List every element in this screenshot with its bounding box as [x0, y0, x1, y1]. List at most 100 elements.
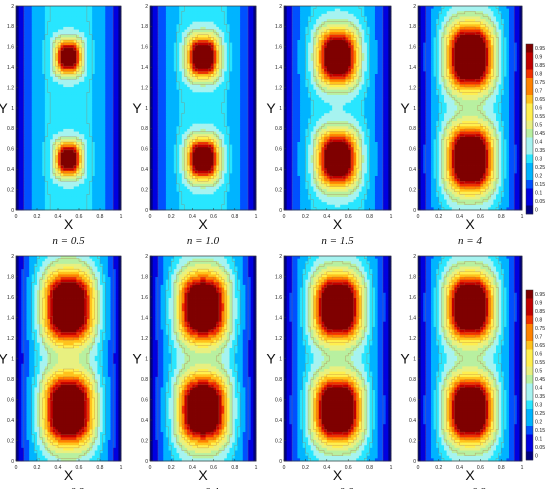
- heat-cell: [42, 14, 45, 17]
- heat-cell: [37, 40, 40, 43]
- heat-cell: [103, 176, 106, 179]
- heat-cell: [113, 50, 116, 53]
- heat-cell: [232, 66, 235, 69]
- heat-cell: [16, 50, 19, 53]
- heat-cell: [61, 58, 64, 61]
- heat-cell: [66, 116, 69, 119]
- heat-cell: [113, 132, 116, 135]
- heat-cell: [100, 79, 103, 82]
- heat-cell: [163, 66, 166, 69]
- heat-cell: [27, 16, 30, 19]
- heat-cell: [92, 186, 95, 189]
- heat-cell: [34, 176, 37, 179]
- heat-cell: [158, 22, 161, 25]
- heat-cell: [90, 192, 93, 195]
- heat-cell: [45, 137, 48, 140]
- heat-cell: [63, 137, 66, 140]
- heat-cell: [108, 82, 111, 85]
- heat-cell: [113, 108, 116, 111]
- heat-cell: [169, 71, 172, 74]
- heat-cell: [100, 92, 103, 95]
- heat-cell: [108, 126, 111, 129]
- heat-cell: [206, 48, 209, 51]
- heat-cell: [29, 116, 32, 119]
- heat-cell: [113, 192, 116, 195]
- heat-cell: [24, 150, 27, 153]
- heat-cell: [232, 71, 235, 74]
- heat-cell: [27, 113, 30, 116]
- heat-cell: [24, 61, 27, 64]
- heat-cell: [58, 150, 61, 153]
- heat-cell: [90, 100, 93, 103]
- heat-cell: [76, 132, 79, 135]
- heat-cell: [58, 181, 61, 184]
- heat-cell: [216, 40, 219, 43]
- heat-cell: [19, 82, 22, 85]
- heat-cell: [163, 74, 166, 77]
- heat-cell: [100, 105, 103, 108]
- heat-cell: [24, 173, 27, 176]
- heat-cell: [16, 142, 19, 145]
- heat-cell: [74, 184, 77, 187]
- heat-cell: [103, 155, 106, 158]
- heat-cell: [53, 124, 56, 127]
- heat-cell: [27, 61, 30, 64]
- heat-cell: [200, 24, 203, 27]
- heat-cell: [166, 9, 169, 12]
- heat-cell: [27, 14, 30, 17]
- heat-cell: [42, 111, 45, 114]
- heat-cell: [90, 27, 93, 30]
- heat-cell: [32, 158, 35, 161]
- heat-cell: [87, 77, 90, 80]
- heat-cell: [103, 43, 106, 46]
- heat-cell: [92, 194, 95, 197]
- heat-cell: [34, 71, 37, 74]
- heat-cell: [216, 30, 219, 33]
- heat-cell: [29, 160, 32, 163]
- heat-cell: [166, 64, 169, 67]
- heat-cell: [200, 45, 203, 48]
- heat-cell: [48, 150, 51, 153]
- heat-cell: [29, 77, 32, 80]
- heat-cell: [97, 11, 100, 14]
- heat-cell: [34, 186, 37, 189]
- heat-cell: [163, 50, 166, 53]
- heat-cell: [206, 11, 209, 14]
- heat-cell: [53, 194, 56, 197]
- heat-cell: [55, 14, 58, 17]
- heat-cell: [53, 184, 56, 187]
- heat-cell: [116, 105, 119, 108]
- heat-cell: [161, 30, 164, 33]
- heat-cell: [71, 6, 74, 9]
- heat-cell: [192, 9, 195, 12]
- heat-cell: [203, 58, 206, 61]
- heat-cell: [48, 87, 51, 90]
- heat-cell: [166, 43, 169, 46]
- heat-cell: [19, 137, 22, 140]
- heat-cell: [224, 37, 227, 40]
- heat-cell: [166, 53, 169, 56]
- heat-cell: [232, 69, 235, 72]
- heat-cell: [235, 24, 238, 27]
- heat-cell: [74, 121, 77, 124]
- heat-cell: [37, 64, 40, 67]
- heat-cell: [190, 77, 193, 80]
- heat-cell: [116, 71, 119, 74]
- heat-cell: [27, 35, 30, 38]
- heat-cell: [179, 40, 182, 43]
- heat-cell: [53, 82, 56, 85]
- heat-cell: [97, 166, 100, 169]
- heat-cell: [34, 189, 37, 192]
- heat-cell: [150, 40, 153, 43]
- heat-cell: [108, 202, 111, 205]
- heat-cell: [53, 22, 56, 25]
- heat-cell: [182, 77, 185, 80]
- heat-cell: [184, 37, 187, 40]
- heat-cell: [150, 74, 153, 77]
- heat-cell: [48, 166, 51, 169]
- heat-cell: [27, 19, 30, 22]
- heat-cell: [211, 11, 214, 14]
- heat-cell: [171, 27, 174, 30]
- heat-cell: [63, 158, 66, 161]
- heat-cell: [150, 6, 153, 9]
